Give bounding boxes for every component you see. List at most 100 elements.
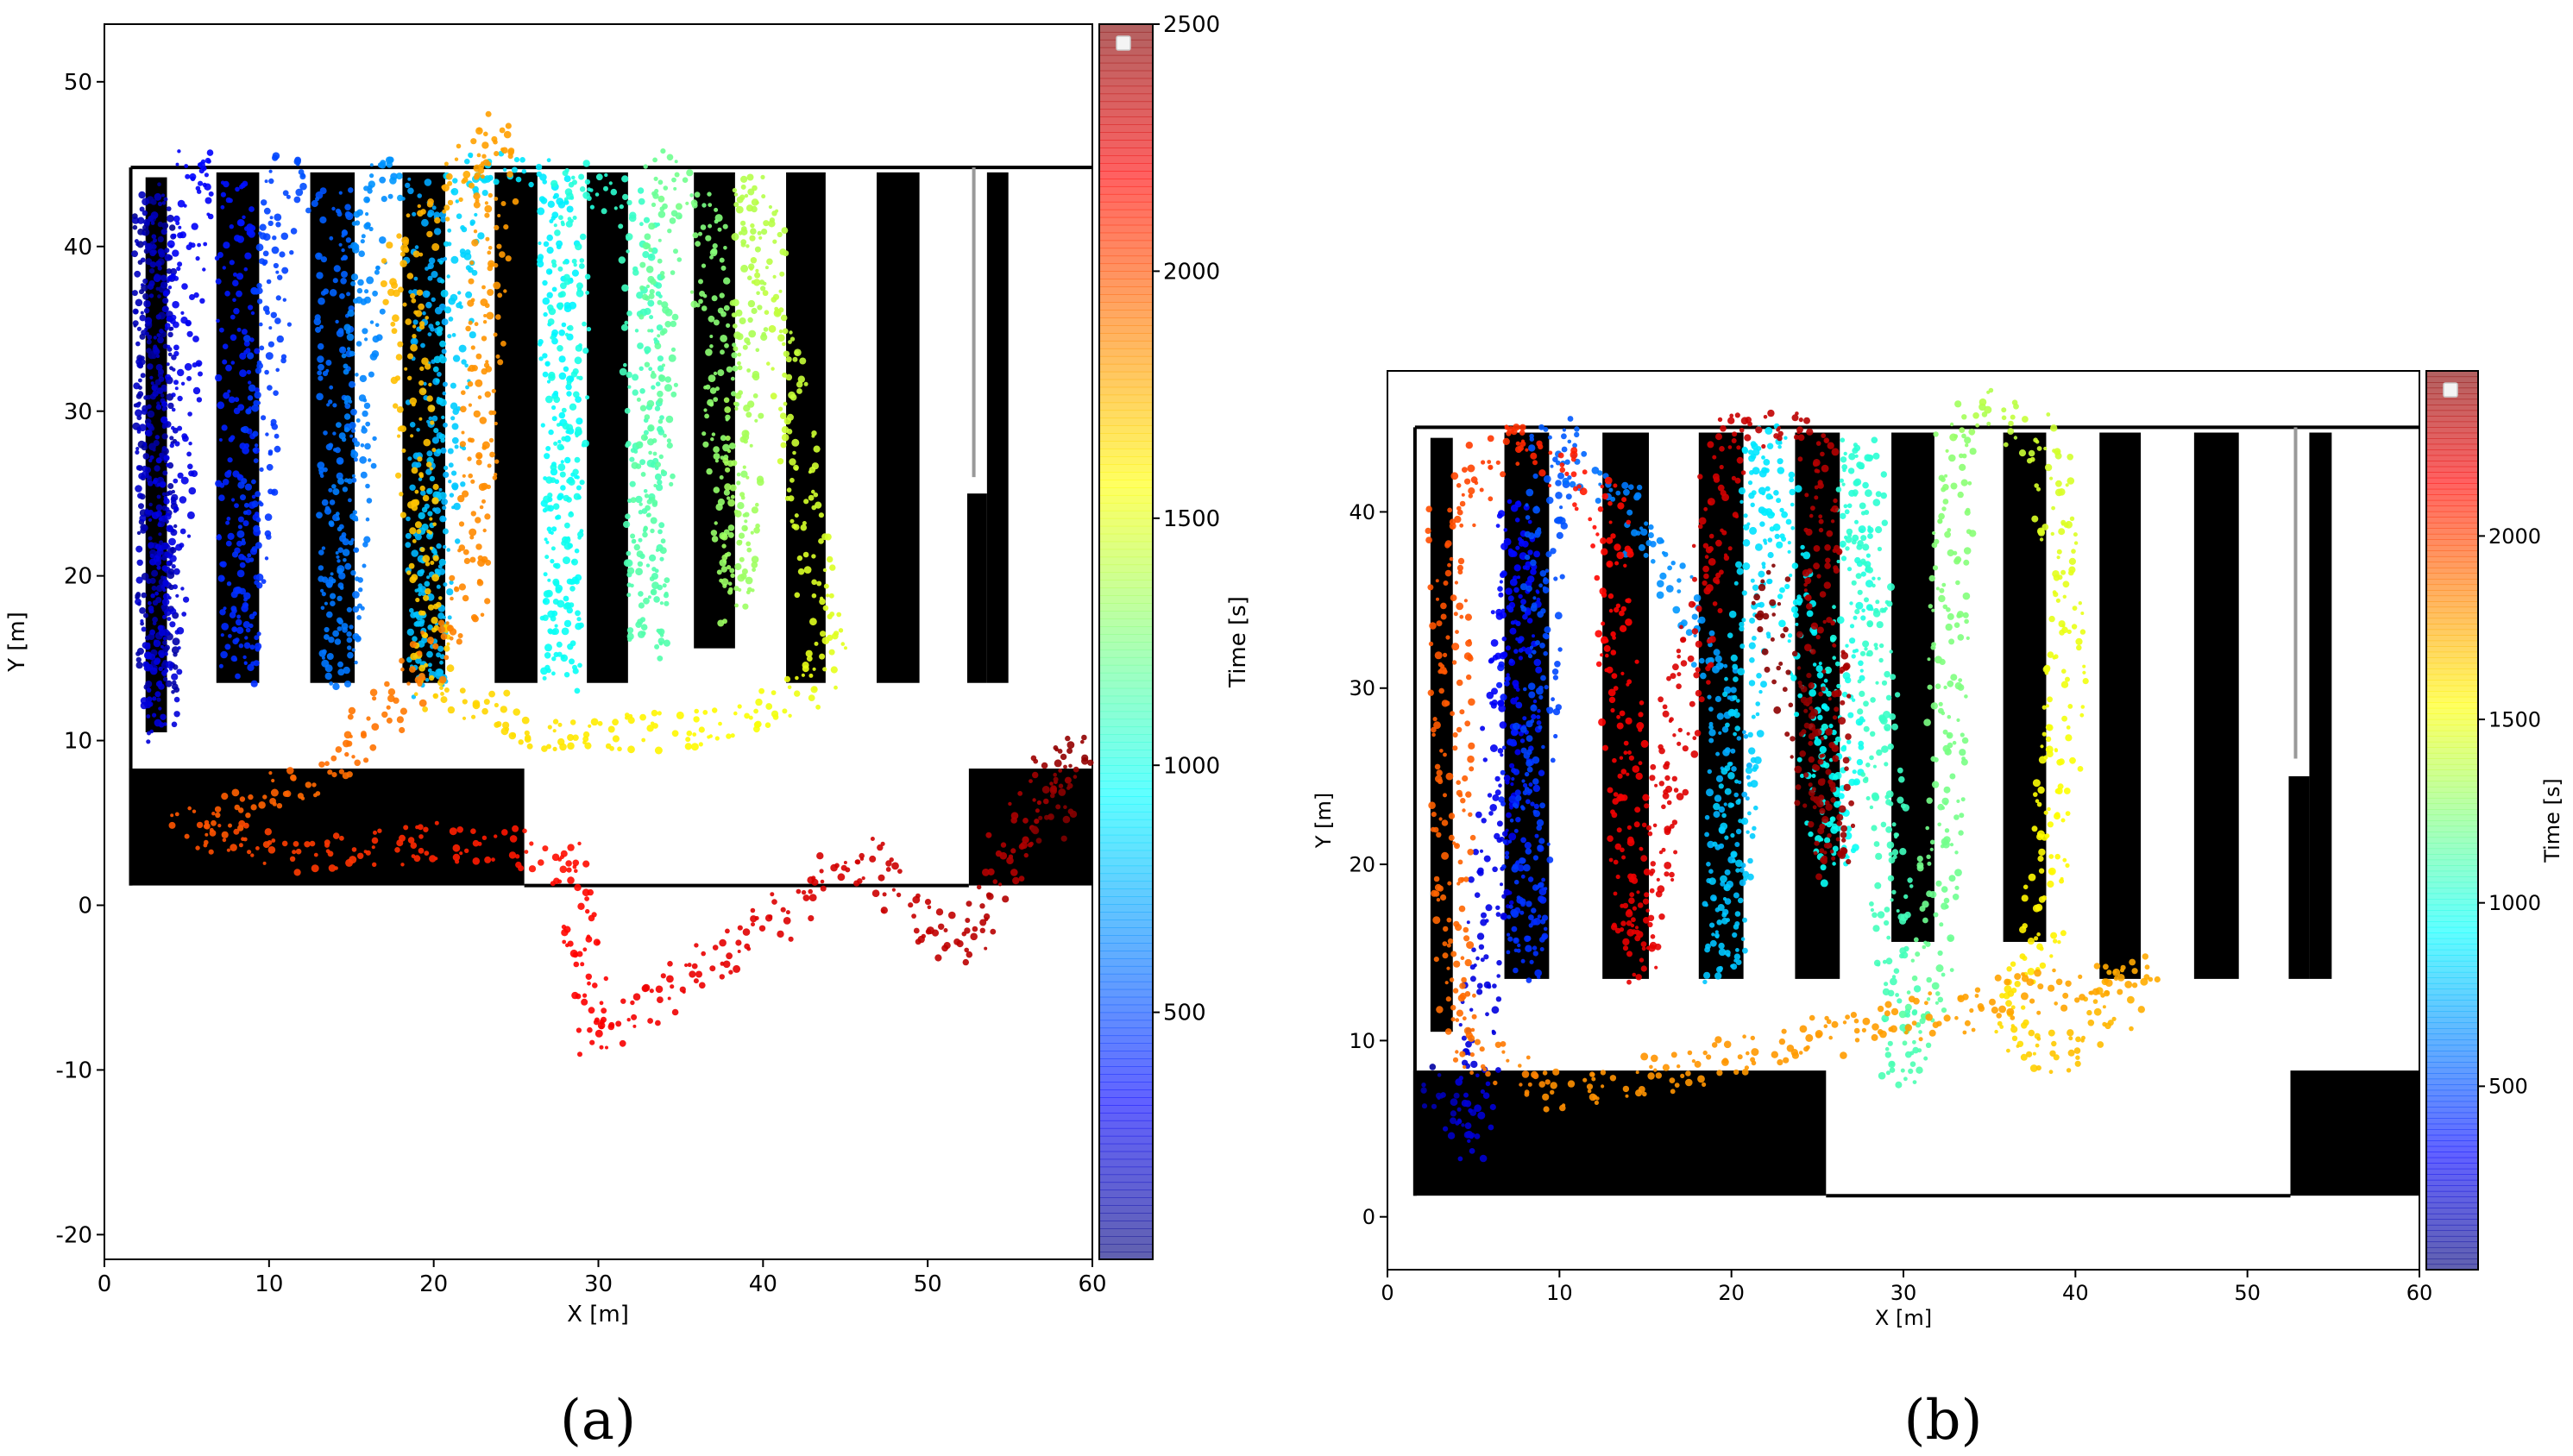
trajectory-point — [254, 580, 259, 586]
trajectory-point — [330, 578, 337, 584]
trajectory-point — [732, 342, 737, 348]
trajectory-point — [1066, 748, 1073, 754]
trajectory-point — [165, 506, 170, 512]
trajectory-point — [276, 803, 283, 809]
trajectory-point — [546, 234, 553, 242]
trajectory-point — [1758, 689, 1763, 694]
shelf-block — [1602, 432, 1649, 979]
trajectory-point — [217, 824, 222, 828]
trajectory-point — [624, 320, 629, 325]
trajectory-point — [411, 854, 416, 858]
trajectory-point — [1464, 1122, 1472, 1129]
trajectory-point — [635, 568, 643, 576]
shelf-block — [2099, 432, 2142, 979]
trajectory-point — [1884, 982, 1889, 987]
trajectory-point — [725, 435, 731, 442]
trajectory-point — [465, 265, 472, 271]
trajectory-point — [456, 406, 462, 411]
trajectory-point — [1480, 725, 1486, 731]
shelf-block — [2193, 432, 2239, 979]
trajectory-point — [477, 395, 482, 399]
trajectory-point — [500, 201, 506, 206]
trajectory-point — [1536, 720, 1542, 725]
trajectory-point — [256, 362, 263, 369]
trajectory-point — [1884, 762, 1889, 767]
trajectory-point — [468, 473, 473, 479]
trajectory-point — [186, 511, 195, 519]
trajectory-point — [333, 265, 341, 273]
colorbar-band — [1099, 988, 1153, 998]
trajectory-point — [651, 438, 657, 443]
trajectory-point — [139, 314, 147, 322]
trajectory-point — [328, 442, 334, 449]
trajectory-point — [574, 883, 582, 892]
trajectory-point — [653, 596, 660, 603]
trajectory-point — [562, 422, 569, 430]
trajectory-point — [409, 607, 414, 613]
trajectory-point — [522, 828, 527, 834]
trajectory-point — [651, 370, 655, 374]
trajectory-point — [231, 788, 240, 797]
trajectory-point — [1699, 657, 1705, 664]
trajectory-point — [152, 599, 159, 606]
trajectory-point — [787, 685, 792, 690]
trajectory-point — [365, 483, 370, 489]
trajectory-point — [1693, 633, 1697, 638]
trajectory-point — [267, 840, 273, 845]
x-tick-label: 0 — [98, 1271, 112, 1297]
trajectory-point — [369, 163, 374, 167]
trajectory-point — [629, 480, 636, 487]
trajectory-point — [1486, 691, 1494, 700]
trajectory-point — [1706, 788, 1714, 797]
trajectory-point — [1512, 863, 1519, 869]
trajectory-point — [1474, 1133, 1481, 1139]
trajectory-point — [1507, 890, 1513, 895]
trajectory-point — [717, 369, 725, 377]
trajectory-point — [162, 614, 167, 619]
trajectory-point — [208, 191, 214, 197]
trajectory-point — [768, 220, 776, 228]
trajectory-point — [148, 536, 153, 541]
trajectory-point — [431, 415, 438, 422]
trajectory-point — [1507, 932, 1511, 937]
trajectory-point — [962, 958, 970, 966]
shelf-block — [129, 769, 525, 886]
trajectory-point — [1519, 857, 1526, 864]
trajectory-point — [226, 848, 230, 852]
trajectory-point — [635, 441, 644, 449]
trajectory-point — [726, 733, 732, 739]
colorbar-band — [1099, 340, 1153, 349]
trajectory-point — [745, 590, 751, 595]
trajectory-point — [256, 298, 263, 304]
trajectory-point — [1742, 947, 1748, 954]
trajectory-point — [1869, 606, 1874, 612]
trajectory-point — [1708, 729, 1716, 737]
trajectory-point — [1869, 901, 1874, 907]
trajectory-point — [352, 633, 360, 640]
trajectory-point — [237, 524, 242, 530]
trajectory-point — [1562, 477, 1570, 486]
trajectory-point — [450, 596, 454, 601]
trajectory-point — [484, 513, 491, 520]
trajectory-point — [321, 656, 325, 660]
trajectory-point — [561, 627, 569, 636]
trajectory-point — [538, 196, 546, 203]
trajectory-point — [725, 928, 730, 934]
trajectory-point — [381, 196, 387, 203]
colorbar-band — [1099, 857, 1153, 867]
trajectory-point — [1824, 837, 1831, 844]
trajectory-point — [451, 484, 459, 491]
trajectory-point — [1845, 546, 1850, 551]
trajectory-point — [222, 359, 228, 365]
trajectory-point — [351, 847, 357, 852]
trajectory-point — [556, 244, 562, 250]
trajectory-point — [1817, 714, 1823, 720]
trajectory-point — [878, 874, 885, 882]
trajectory-point — [1500, 882, 1503, 887]
trajectory-point — [473, 164, 481, 173]
trajectory-point — [1453, 1092, 1460, 1099]
trajectory-point — [1887, 583, 1895, 591]
trajectory-point — [176, 626, 185, 635]
trajectory-point — [1526, 977, 1532, 983]
trajectory-point — [820, 631, 827, 637]
